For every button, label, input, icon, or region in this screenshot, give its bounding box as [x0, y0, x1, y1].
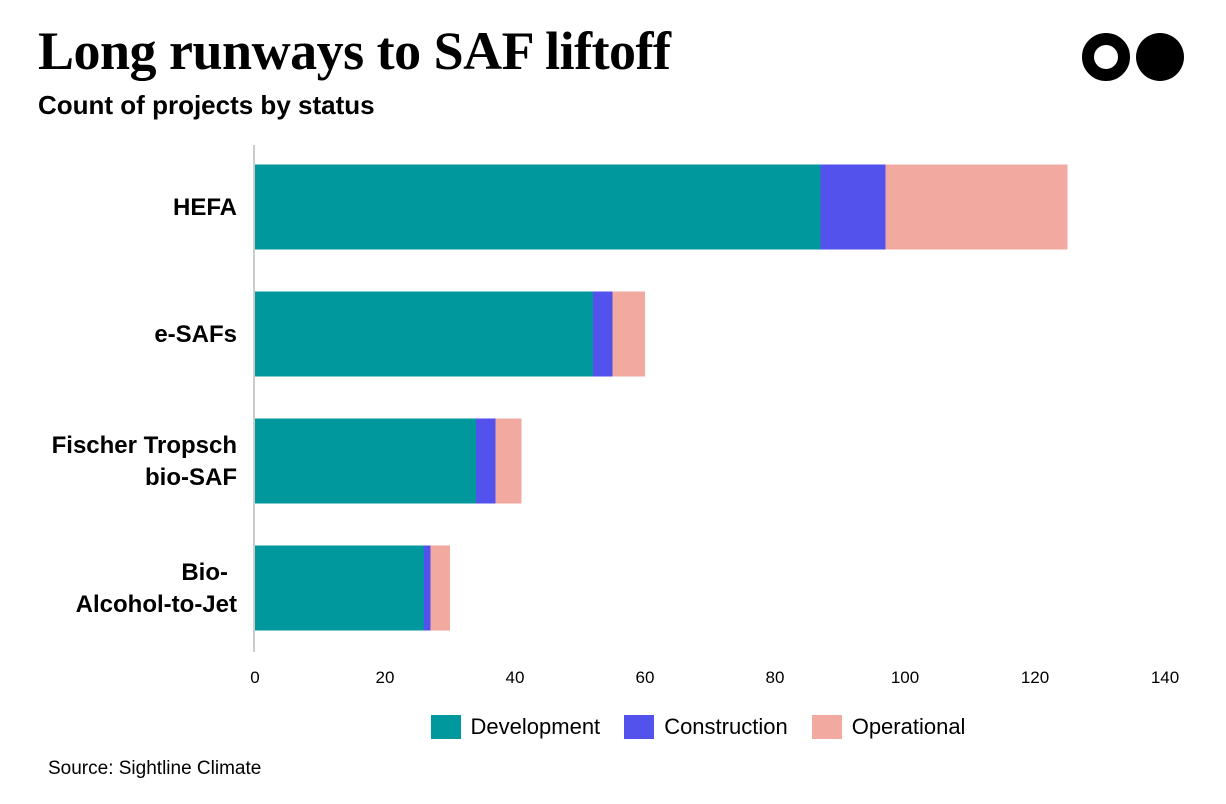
category-label-0: HEFA	[173, 194, 237, 221]
x-tick-label-60: 60	[636, 668, 655, 687]
bar-construction-0	[820, 164, 886, 250]
bar-operational-3	[430, 545, 450, 631]
legend-label-development: Development	[470, 714, 601, 739]
bar-development-0	[255, 164, 821, 250]
legend-swatch-operational	[811, 715, 842, 739]
category-label-line: e-SAFs	[154, 321, 237, 348]
bar-construction-1	[593, 291, 613, 377]
legend-swatch-development	[430, 715, 461, 739]
two-dots-logo-icon	[1082, 33, 1184, 81]
category-label-2: Fischer Tropsch bio-SAF	[52, 432, 237, 491]
legend-label-construction: Construction	[664, 714, 788, 739]
bar-development-1	[255, 291, 593, 377]
legend-label-operational: Operational	[851, 714, 966, 739]
chart-legend: Development Construction Operational	[0, 712, 1226, 742]
legend-item-construction: Construction	[624, 712, 788, 742]
x-tick-label-20: 20	[376, 668, 395, 687]
category-label-line: Fischer Tropsch	[52, 432, 237, 459]
category-label-line: Alcohol-to-Jet	[76, 591, 237, 618]
category-label-line: HEFA	[173, 194, 237, 221]
category-label-1: e-SAFs	[154, 321, 237, 348]
x-tick-label-0: 0	[250, 668, 259, 687]
bar-development-3	[255, 545, 424, 631]
x-tick-label-120: 120	[1021, 668, 1049, 687]
bar-operational-0	[885, 164, 1068, 250]
legend-swatch-construction	[624, 715, 655, 739]
category-label-line: bio-SAF	[145, 464, 237, 491]
bar-operational-2	[495, 418, 522, 504]
chart-title: Long runways to SAF liftoff	[38, 21, 671, 81]
x-tick-label-100: 100	[891, 668, 919, 687]
legend-item-operational: Operational	[811, 712, 966, 742]
chart-subtitle: Count of projects by status	[38, 90, 375, 120]
x-tick-label-140: 140	[1151, 668, 1179, 687]
stacked-bar-chart: HEFA e-SAFs Fischer Tropsch bio-SAF Bio- Alco…	[52, 145, 1179, 687]
source-note: Source: Sightline Climate	[48, 758, 262, 779]
bar-operational-1	[612, 291, 645, 377]
category-label-line: Bio-	[181, 559, 228, 586]
category-label-3: Bio- Alcohol-to-Jet	[76, 559, 237, 618]
bar-construction-2	[476, 418, 496, 504]
x-tick-label-40: 40	[506, 668, 525, 687]
legend-item-development: Development	[430, 712, 601, 742]
x-tick-label-80: 80	[766, 668, 785, 687]
bar-construction-3	[424, 545, 431, 631]
bar-development-2	[255, 418, 476, 504]
